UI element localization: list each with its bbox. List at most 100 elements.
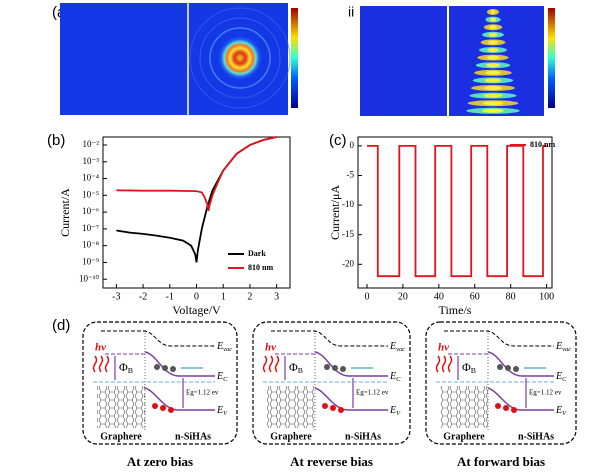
graphene [97,386,145,428]
x-tick-label: 0 [364,291,369,302]
beam-core [485,70,501,75]
diagram-box [82,321,238,445]
panel-label: (c) [329,132,347,149]
beam-core [484,78,502,83]
x-tick-label: 2 [247,291,252,302]
beam-core [489,25,497,30]
barrier-label-sub: B [471,366,476,375]
graphene-label: Graphere [443,431,485,442]
conduction-band [314,351,388,377]
y-tick-label: 0 [350,140,355,150]
hole [495,403,501,409]
vac-label: Evac [389,341,405,353]
y-tick-label: 10⁻⁶ [82,206,99,216]
light-wave [98,355,104,373]
panel-label: (d) [52,317,70,334]
x-axis-label: Voltage/V [172,303,221,317]
panel-label: (b) [47,132,65,149]
x-tick-label: -3 [112,291,120,302]
ec-label: EC [389,371,401,383]
hole [503,405,509,411]
light-wave [268,355,274,373]
x-tick-label: 1 [221,291,226,302]
beam-core [490,10,496,14]
barrier-label-main: Φ [462,360,471,374]
x-tick-label: 100 [539,291,554,302]
legend-label: Dark [248,249,266,258]
hole [168,407,174,413]
vac-label-sub: vac [223,346,232,353]
photon-label: hv [438,342,449,354]
graphene [267,386,315,428]
beam-pattern [466,9,520,114]
silicon-label: n-SiHAs [175,431,211,442]
hole [338,407,344,413]
y-tick-label: 10⁻⁸ [82,240,99,250]
field-image [449,6,544,116]
vac-label-main: E [389,341,396,352]
light-wave [274,355,280,373]
x-tick-label: 40 [434,291,444,302]
vacuum-level [101,330,215,347]
diagram-box [425,321,577,445]
light-wave [104,355,110,373]
light-wave [441,355,447,373]
plot-frame [357,136,553,289]
vacuum-level [271,330,388,347]
diagram-caption: At forward bias [457,454,545,469]
electron [332,365,338,371]
electron [154,364,160,370]
beam-core [486,63,500,68]
ec-label: EC [216,371,228,383]
y-tick-label: -5 [347,170,355,180]
x-axis-label: Time/s [439,303,472,317]
barrier-label: ΦB [289,360,303,375]
y-tick-label: 10⁻⁴ [82,173,99,183]
electron [497,364,503,370]
ev-label: EV [555,405,567,417]
electron [513,366,519,372]
gap-label: Eg=1.12 ev [529,389,562,397]
ev-label-sub: V [562,410,567,417]
y-tick-label: 10⁻⁷ [82,223,99,233]
ec-label-main: E [389,371,396,382]
x-tick-label: 0 [194,291,199,302]
y-tick-label: -10 [342,199,354,209]
light-wave [435,355,441,373]
ev-label-sub: V [396,410,401,417]
field-image [360,6,447,116]
beam-core [486,55,500,60]
y-tick-label: -15 [342,229,354,239]
beam-core [488,32,498,37]
sub-label: ii [348,4,354,20]
electron [170,366,176,372]
barrier-label: ΦB [119,360,133,375]
graphene [440,386,488,428]
barrier-label: ΦB [462,360,476,375]
beam-core [484,86,502,90]
legend-label: 810 nm [248,263,273,272]
y-axis-label: Current/A [58,188,72,237]
graphene-label: Graphere [270,431,312,442]
vac-label: Evac [216,341,232,353]
y-tick-label: 10⁻¹⁰ [79,273,99,283]
conduction-band [487,351,554,377]
electron [162,365,168,371]
diagram-box [252,321,411,445]
ev-label-main: E [389,405,396,416]
ev-label-main: E [216,405,223,416]
silicon-label: n-SiHAs [345,431,381,442]
photon-label: hv [95,342,106,354]
beam-core [482,101,504,106]
y-axis-label: Current/μA [328,185,342,240]
vac-label-main: E [555,341,562,352]
vacuum-level [444,330,554,347]
ec-label-main: E [216,371,223,382]
electron [324,364,330,370]
ev-label-sub: V [223,410,228,417]
y-tick-label: 10⁻³ [83,156,100,166]
vac-label: Evac [555,341,571,353]
barrier-label-sub: B [128,366,133,375]
hole [330,405,336,411]
